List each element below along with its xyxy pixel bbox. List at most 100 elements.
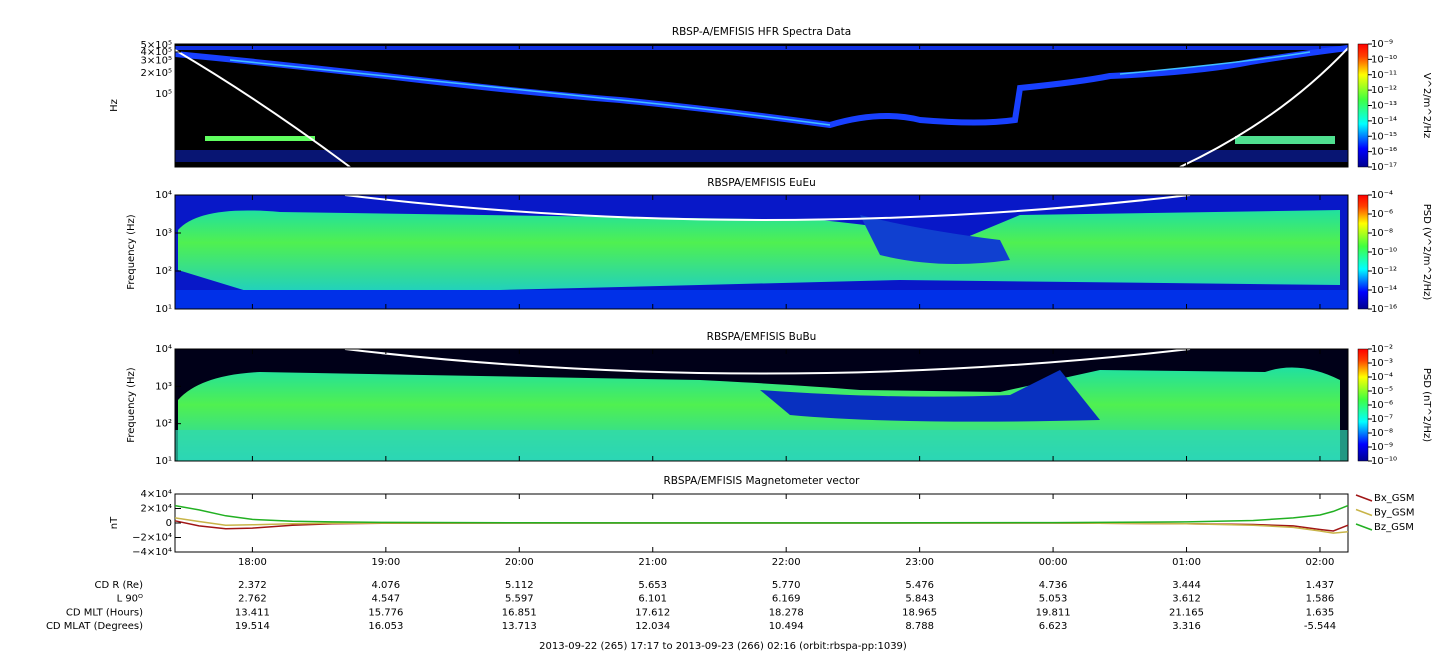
ephemeris-value: 17.612	[635, 607, 670, 618]
y-tick-label: 10¹	[155, 304, 172, 315]
x-tick-label: 20:00	[505, 557, 534, 568]
colorbar-tick-label: 10⁻¹⁷	[1371, 162, 1397, 173]
y-tick-label: 2×10⁵	[141, 68, 172, 79]
plasma-line	[344, 195, 1191, 221]
colorbar-tick-label: 10⁻⁹	[1371, 442, 1393, 453]
y-tick-label: 10⁴	[155, 344, 172, 355]
colorbar-tick-label: 10⁻¹⁰	[1371, 54, 1397, 65]
colorbar-tick-label: 10⁻¹²	[1371, 266, 1397, 277]
colorbar-tick-label: 10⁻¹⁰	[1371, 247, 1397, 258]
colorbar-tick-label: 10⁻⁸	[1371, 228, 1393, 239]
y-tick-label: −2×10⁴	[132, 533, 172, 544]
gap-region	[760, 370, 1100, 422]
y-tick-label: 4×10⁵	[141, 47, 172, 58]
ephemeris-value: 15.776	[368, 607, 403, 618]
panel: RBSPA/EMFISIS Magnetometer vector nT 4×10⁴…	[109, 475, 1415, 568]
y-tick-label: 10²	[155, 419, 172, 430]
ephemeris-value: 4.076	[372, 580, 401, 591]
colorbar	[1357, 43, 1369, 168]
emission-core	[229, 51, 1311, 126]
y-axis-label: Frequency (Hz)	[126, 367, 137, 443]
y-axis-label: nT	[109, 516, 120, 529]
low-band	[175, 290, 1348, 309]
x-tick-label: 18:00	[238, 557, 267, 568]
colorbar-label: PSD (V^2/m^2/Hz)	[1421, 204, 1432, 301]
ephemeris-value: 3.316	[1172, 621, 1201, 632]
colorbar-tick-label: 10⁻¹⁴	[1371, 285, 1397, 296]
colorbar-tick-label: 10⁻⁶	[1371, 209, 1393, 220]
plasma-line	[175, 47, 1348, 167]
emission-patch	[205, 136, 315, 141]
panel-title: RBSP-A/EMFISIS HFR Spectra Data	[672, 26, 851, 38]
ephemeris-value: 5.053	[1039, 594, 1068, 605]
x-tick-label: 19:00	[371, 557, 400, 568]
ephemeris-value: 19.514	[235, 621, 270, 632]
ephemeris-label: CD MLT (Hours)	[66, 607, 143, 618]
ephemeris-value: 13.411	[235, 607, 270, 618]
ephemeris-value: 18.278	[769, 607, 804, 618]
colorbar	[1357, 194, 1369, 310]
y-tick-label: 10²	[155, 266, 172, 277]
gap-region	[860, 215, 1010, 264]
panel: RBSP-A/EMFISIS HFR Spectra Data Hz 5×10⁵4×…	[109, 26, 1432, 173]
plot-frame	[174, 348, 1349, 462]
colorbar-tick-label: 10⁻⁷	[1371, 414, 1393, 425]
panel-title: RBSPA/EMFISIS Magnetometer vector	[664, 475, 861, 487]
spectrogram-image	[175, 44, 1348, 167]
colorbar-tick-label: 10⁻¹⁵	[1371, 131, 1397, 142]
x-tick-label: 01:00	[1172, 557, 1201, 568]
y-axis-label: Hz	[109, 99, 120, 112]
colorbar-tick-label: 10⁻¹⁶	[1371, 147, 1397, 158]
colorbar-tick-label: 10⁻⁴	[1371, 372, 1393, 383]
legend-label: Bz_GSM	[1374, 522, 1414, 533]
ephemeris-value: 16.053	[368, 621, 403, 632]
noise-band	[175, 150, 1348, 162]
colorbar-tick-label: 10⁻⁸	[1371, 428, 1393, 439]
spectrogram-image	[175, 195, 1348, 309]
ephemeris: CD R (Re) 2.372 4.076 5.112 5.653 5.770 5.476 4…	[46, 580, 1336, 632]
ephemeris-value: 5.843	[905, 594, 934, 605]
colorbar-tick-label: 10⁻¹⁴	[1371, 116, 1397, 127]
ephemeris-value: 5.653	[638, 580, 667, 591]
panel-title: RBSPA/EMFISIS BuBu	[707, 331, 817, 343]
ephemeris-value: 12.034	[635, 621, 670, 632]
ephemeris-value: 3.612	[1172, 594, 1201, 605]
series-line	[174, 504, 1349, 524]
y-tick-label: 10¹	[155, 456, 172, 467]
colorbar-tick-label: 10⁻⁵	[1371, 386, 1393, 397]
ephemeris-value: 5.597	[505, 594, 534, 605]
legend-label: Bx_GSM	[1374, 493, 1415, 504]
colorbar-tick-label: 10⁻¹²	[1371, 85, 1397, 96]
legend-swatch	[1355, 508, 1373, 517]
colorbar-tick-label: 10⁻⁴	[1371, 190, 1393, 201]
y-tick-label: 3×10⁵	[141, 56, 172, 67]
y-tick-label: 10⁵	[155, 89, 172, 100]
spectrogram-image	[175, 349, 1348, 461]
plot-frame	[174, 194, 1349, 310]
ephemeris-value: 4.547	[372, 594, 401, 605]
colorbar-tick-label: 10⁻¹³	[1371, 101, 1397, 112]
emission-patch	[1235, 136, 1335, 144]
colorbar-tick-label: 10⁻⁹	[1371, 39, 1393, 50]
legend-swatch	[1355, 523, 1373, 531]
y-tick-label: 4×10⁴	[141, 489, 172, 500]
ephemeris-value: 16.851	[502, 607, 537, 618]
ephemeris-value: -5.544	[1304, 621, 1336, 632]
legend-label: By_GSM	[1374, 508, 1415, 519]
x-tick-label: 21:00	[638, 557, 667, 568]
ephemeris-value: 18.965	[902, 607, 937, 618]
series-line	[174, 517, 1349, 534]
legend-swatch	[1355, 494, 1373, 502]
top-band	[175, 46, 1348, 50]
ephemeris-value: 5.112	[505, 580, 534, 591]
ephemeris-value: 1.586	[1306, 594, 1335, 605]
footer: 2013-09-22 (265) 17:17 to 2013-09-23 (26…	[539, 641, 907, 652]
ephemeris-value: 8.788	[905, 621, 934, 632]
x-tick-label: 02:00	[1306, 557, 1335, 568]
ephemeris-value: 6.169	[772, 594, 801, 605]
wave-region	[178, 210, 1340, 292]
y-tick-label: 10³	[155, 228, 172, 239]
panel-title: RBSPA/EMFISIS EuEu	[707, 177, 816, 189]
ephemeris-value: 21.165	[1169, 607, 1204, 618]
